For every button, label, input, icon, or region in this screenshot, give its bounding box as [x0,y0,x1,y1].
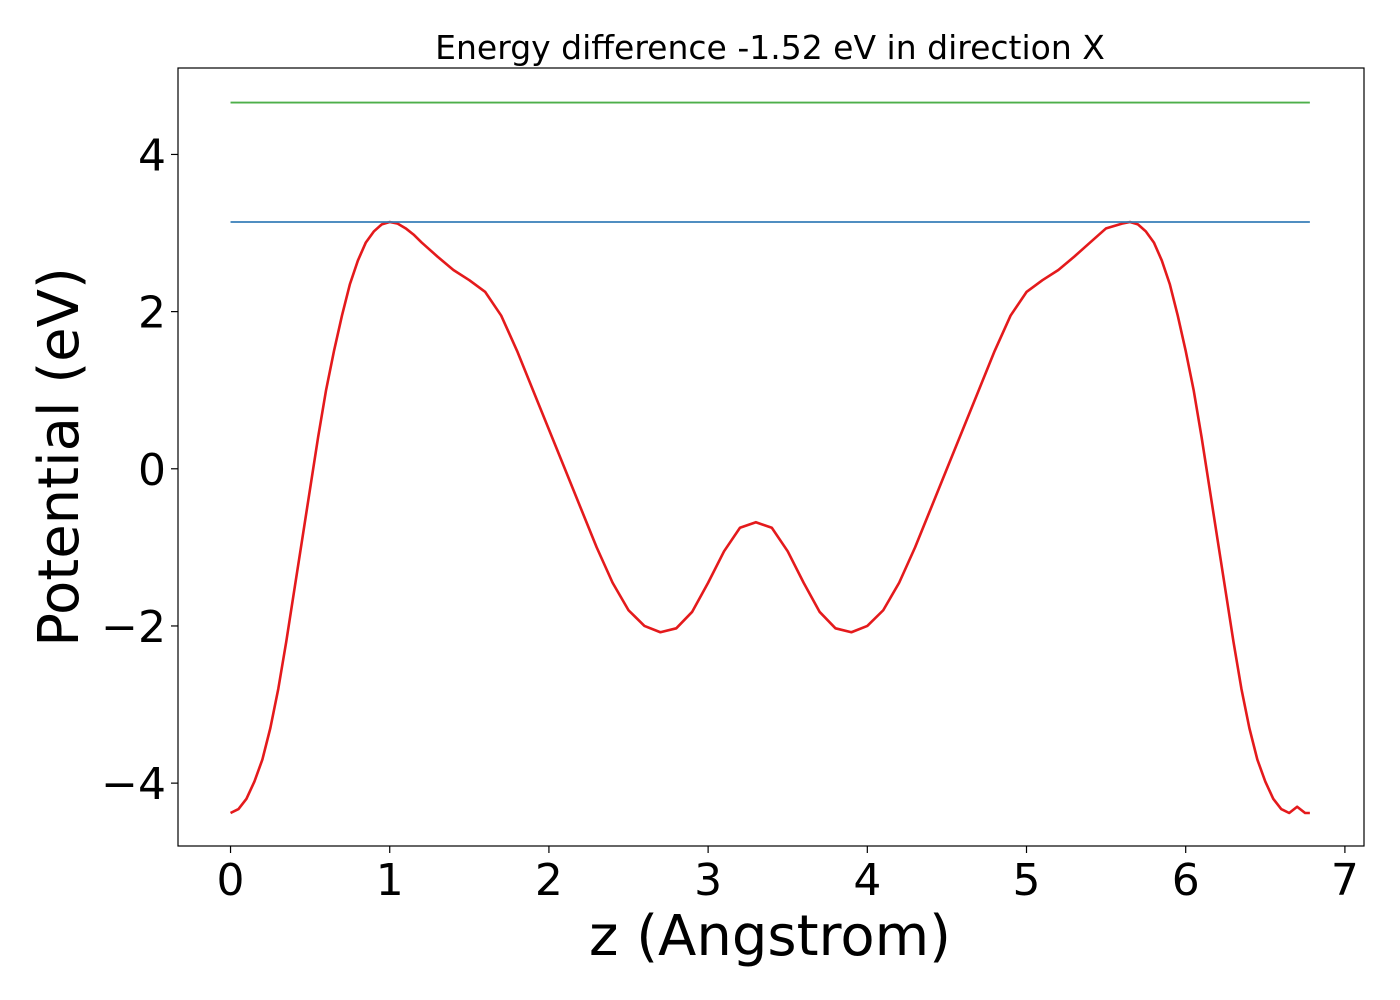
x-tick-label: 4 [853,855,881,906]
x-axis-label: z (Angstrom) [589,904,951,969]
y-tick-label: −2 [101,602,166,653]
y-tick-label: 0 [138,445,166,496]
series-layer [229,101,1310,815]
x-axis: 0 1 2 3 4 5 6 7 [217,846,1359,906]
x-tick-label: 2 [535,855,563,906]
series-line-1 [229,220,1310,815]
x-tick-label: 6 [1172,855,1200,906]
x-tick-label: 5 [1013,855,1041,906]
y-axis: −4 −2 0 2 4 [101,130,178,810]
y-tick-label: 2 [138,288,166,339]
x-tick-label: 1 [376,855,404,906]
x-tick-label: 3 [694,855,722,906]
x-tick-label: 0 [217,855,245,906]
plot-frame [177,67,1365,847]
y-tick-label: −4 [101,759,166,810]
x-tick-label: 7 [1331,855,1359,906]
y-tick-label: 4 [138,130,166,181]
y-axis-label: Potential (eV) [27,267,92,647]
chart-title: Energy difference -1.52 eV in direction … [435,28,1105,67]
